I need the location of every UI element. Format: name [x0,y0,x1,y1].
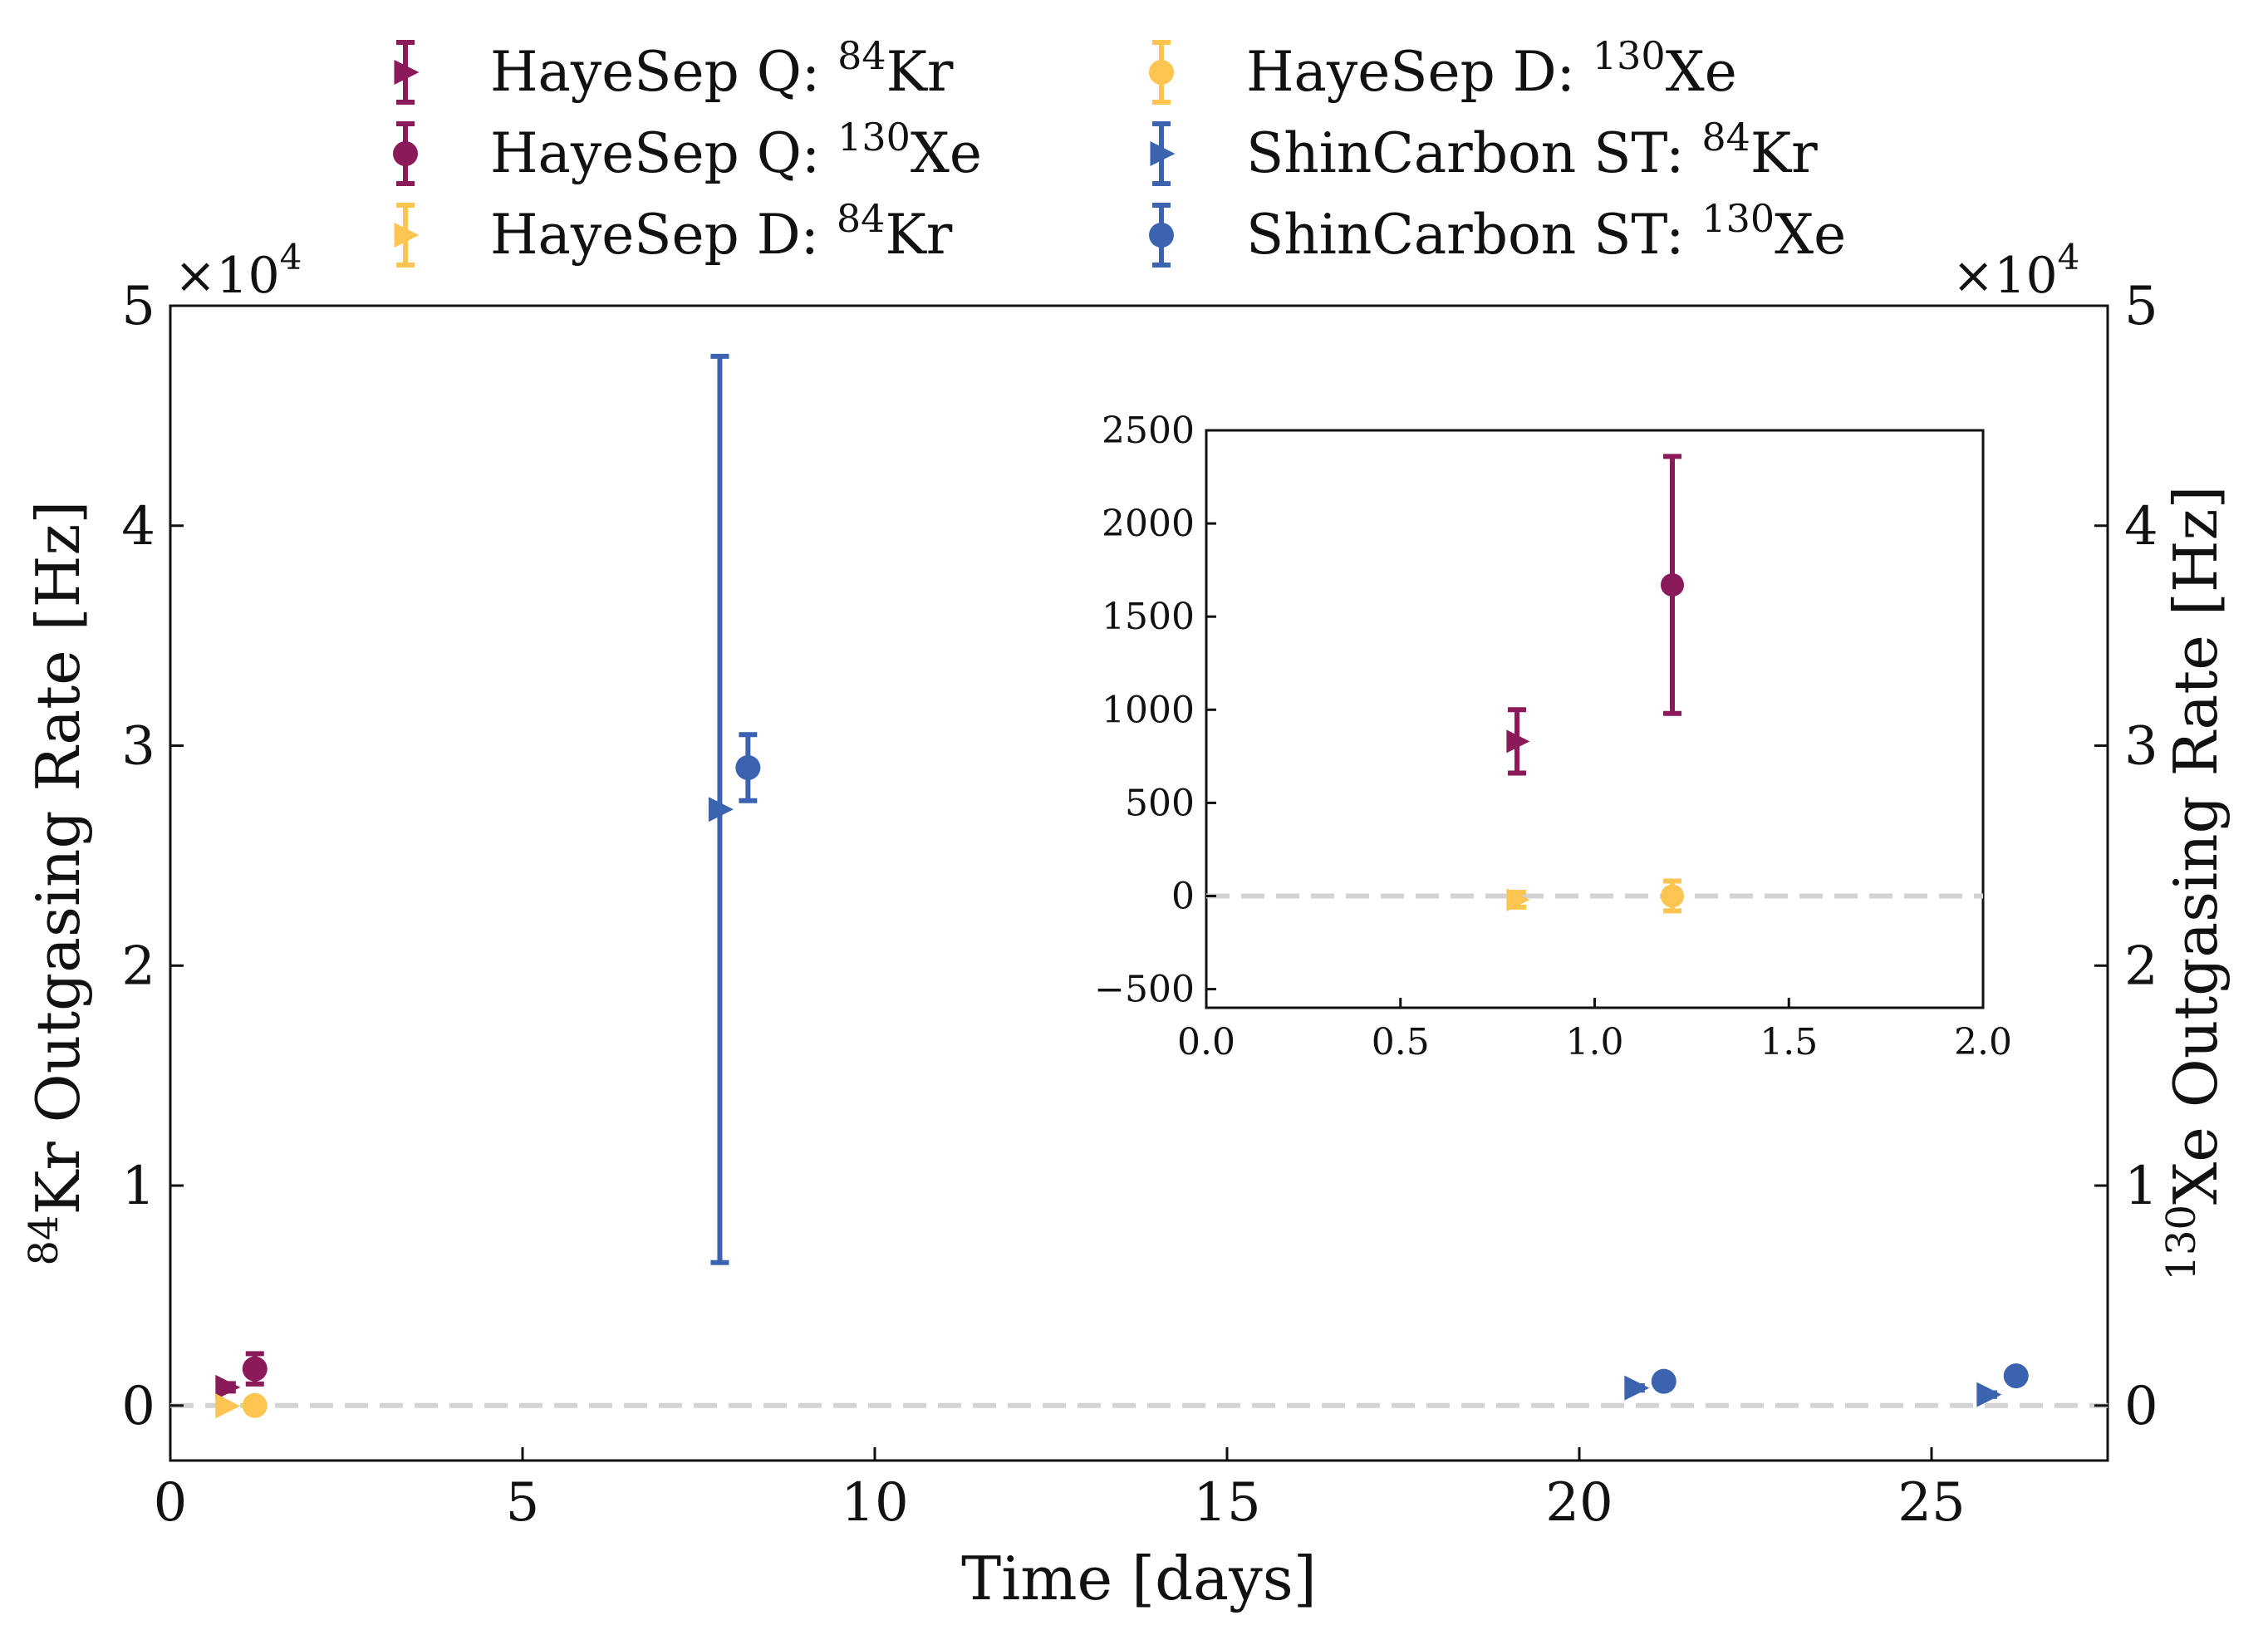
data-point [1651,1368,1676,1394]
right-y-tick-label: 5 [2124,276,2158,337]
left-y-label-superscript: 84 [21,1215,67,1265]
right-y-axis-label: 130Xe Outgasing Rate [Hz] [2158,485,2231,1280]
series-hayesep-d-130xe [242,1392,268,1418]
left-y-tick-label: 1 [121,1156,155,1217]
inset-series-hayesep-d-84kr [1506,887,1530,911]
inset-x-tick-label: 2.0 [1954,1021,2012,1063]
data-point [1624,1375,1650,1401]
legend-entry: ShinCarbon ST: 130Xe [1149,196,1846,268]
series-shincarbon-st-130xe [735,732,2029,1394]
x-tick-label: 15 [1193,1472,1260,1534]
left-y-multiplier: ×104 [174,237,302,305]
legend-entry: ShinCarbon ST: 84Kr [1150,115,1818,186]
inset-y-tick-label: 1500 [1102,596,1195,638]
x-tick-label: 25 [1897,1472,1965,1534]
data-point [242,1392,268,1418]
inset-x-tick-label: 0.5 [1372,1021,1430,1063]
data-point [215,1393,241,1419]
legend-label: HayeSep D: 130Xe [1246,33,1737,104]
inset-y-tick-label: 500 [1125,782,1195,824]
legend-marker [393,141,418,166]
data-point [2003,1363,2029,1389]
legend-entry: HayeSep D: 130Xe [1149,33,1737,105]
legend-entry: HayeSep Q: 84Kr [394,33,954,105]
main-axes: 0 5 10 15 20 250 01 12 23 34 45 5 [121,276,2158,1534]
right-y-tick-label: 2 [2124,935,2158,997]
legend-marker [394,60,420,85]
legend-label: HayeSep Q: 130Xe [490,115,982,185]
x-tick-label: 5 [506,1472,540,1534]
legend-label: ShinCarbon ST: 130Xe [1246,196,1846,267]
right-y-label-superscript: 130 [2158,1205,2205,1281]
left-y-tick-label: 4 [121,496,155,557]
inset-y-tick-label: 1000 [1102,689,1195,731]
left-y-tick-label: 5 [121,276,155,337]
data-point [242,1356,268,1382]
series-shincarbon-st-84kr [708,353,2002,1407]
data-point [735,755,761,780]
inset-data-point [1506,729,1530,754]
legend-marker [1149,223,1174,248]
inset-y-tick-label: 2000 [1102,503,1195,545]
inset-x-tick-label: 1.5 [1760,1021,1818,1063]
x-axis-label: Time [days] [961,1544,1317,1613]
left-y-tick-label: 2 [121,935,155,997]
legend-marker [1149,60,1174,85]
legend-marker [1150,141,1176,166]
right-y-multiplier: ×104 [1952,237,2079,305]
inset-x-tick-label: 1.0 [1566,1021,1624,1063]
legend-label: HayeSep Q: 84Kr [490,33,954,104]
right-y-tick-label: 1 [2124,1156,2158,1217]
right-y-label-text: Xe Outgasing Rate [Hz] [2161,485,2231,1205]
main-plot-frame [169,304,2109,1462]
series-hayesep-q-84kr [215,1374,241,1400]
legend-entry: HayeSep Q: 130Xe [393,115,982,186]
right-y-tick-label: 4 [2124,496,2158,557]
legend: HayeSep Q: 84Kr HayeSep Q: 130Xe HayeSep D… [393,33,1846,268]
inset-series-hayesep-q-130xe [1661,454,1684,716]
right-y-tick-label: 3 [2124,716,2158,778]
inset-data-point [1661,884,1684,908]
inset-axes: 0.0 0.5 1.0 1.5 2.0 −500 0 500 1000 1500 2000 2500 [1094,410,2012,1063]
series-hayesep-q-130xe [242,1351,268,1387]
series-hayesep-d-84kr [215,1393,241,1419]
x-tick-label: 10 [841,1472,908,1534]
inset-y-tick-label: 0 [1171,875,1195,917]
legend-label: ShinCarbon ST: 84Kr [1246,115,1818,185]
x-tick-label: 20 [1545,1472,1613,1534]
data-point [708,797,734,822]
inset-frame [1205,429,1985,1009]
inset-series-hayesep-d-130xe [1661,878,1684,914]
inset-y-tick-label: 2500 [1102,410,1195,452]
inset-x-tick-label: 0.0 [1177,1021,1235,1063]
inset-data-point [1661,573,1684,597]
left-y-tick-label: 0 [121,1376,155,1437]
left-y-tick-label: 3 [121,716,155,778]
legend-label: HayeSep D: 84Kr [490,196,953,267]
data-point [1976,1382,2002,1407]
inset-data-point [1506,887,1530,911]
right-y-tick-label: 0 [2124,1376,2158,1437]
inset-series-hayesep-q-84kr [1506,707,1530,776]
inset-y-tick-label: −500 [1094,969,1195,1011]
legend-entry: HayeSep D: 84Kr [394,196,953,268]
x-tick-label: 0 [154,1472,188,1534]
data-point [215,1374,241,1400]
left-y-label-text: Kr Outgasing Rate [Hz] [23,501,93,1215]
left-y-axis-label: 84Kr Outgasing Rate [Hz] [21,501,93,1266]
legend-marker [394,223,420,248]
